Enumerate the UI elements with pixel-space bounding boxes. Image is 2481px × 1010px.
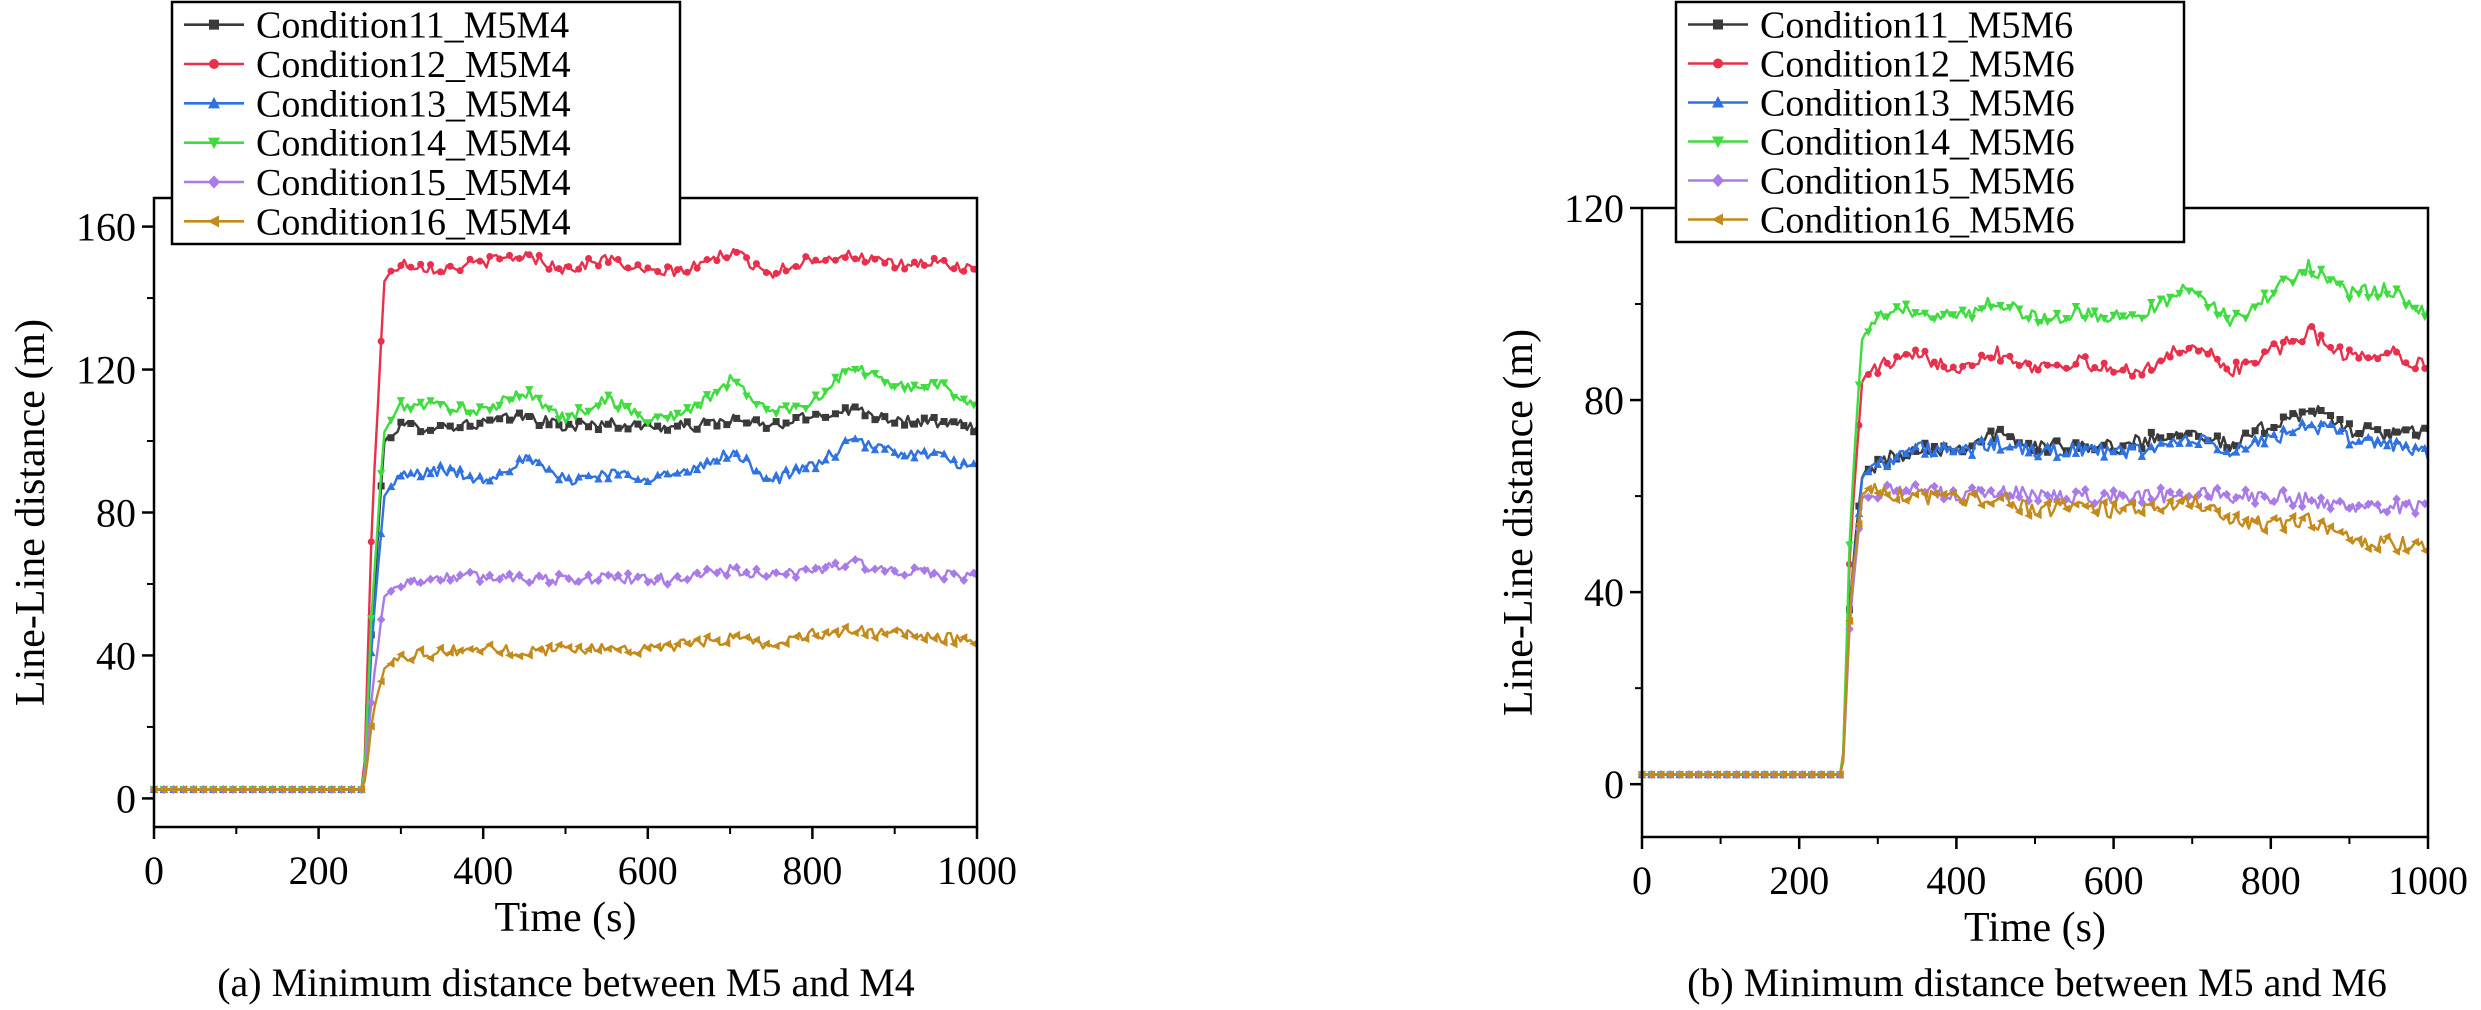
series-markers xyxy=(150,249,978,793)
legend-marker xyxy=(209,19,219,30)
chart-panel-b: 0 200 400 600 800 1000 0 40 80 120 Time (s) Line-Li… xyxy=(1496,0,2468,1005)
series-Condition11_M5M6 xyxy=(1638,405,2429,779)
panel-caption: (a) Minimum distance between M5 and M4 xyxy=(217,960,915,1005)
x-tick-label: 200 xyxy=(289,848,349,893)
x-tick-label: 1000 xyxy=(937,848,1017,893)
legend-marker xyxy=(1711,96,1725,108)
series-Condition13_M5M4 xyxy=(149,434,978,793)
legend-marker xyxy=(207,96,221,109)
legend-item: Condition14_M5M6 xyxy=(1688,122,2075,164)
legend-item: Condition11_M5M4 xyxy=(184,5,569,47)
legend-marker xyxy=(1712,58,1724,69)
legend-marker xyxy=(207,215,219,228)
legend-label: Condition11_M5M6 xyxy=(1760,5,2073,47)
series-markers xyxy=(149,555,978,795)
legend-marker xyxy=(208,59,220,69)
legend-label: Condition15_M5M4 xyxy=(256,162,571,204)
legend-marker xyxy=(207,137,221,150)
legend-item: Condition14_M5M4 xyxy=(184,123,571,165)
legend-item: Condition12_M5M4 xyxy=(184,44,571,86)
y-axis-title: Line-Line distance (m) xyxy=(8,319,54,706)
legend-label: Condition16_M5M6 xyxy=(1760,200,2075,242)
series-Condition16_M5M4 xyxy=(149,622,978,794)
series-markers xyxy=(1638,323,2429,778)
series-markers xyxy=(1638,407,2429,779)
series-markers xyxy=(1637,417,2430,779)
x-tick-label: 400 xyxy=(1926,858,1986,903)
y-tick-label: 120 xyxy=(1564,186,1624,231)
series-markers xyxy=(150,403,978,793)
series-line xyxy=(154,405,978,791)
y-tick-label: 160 xyxy=(76,205,136,250)
legend-item: Condition15_M5M4 xyxy=(184,162,571,204)
series-markers xyxy=(149,622,978,794)
series-line xyxy=(154,558,978,791)
legend-marker xyxy=(207,175,221,189)
plot-frame xyxy=(152,196,979,829)
legend-label: Condition15_M5M6 xyxy=(1760,161,2075,203)
y-tick-label: 0 xyxy=(116,776,136,821)
series-Condition13_M5M6 xyxy=(1637,417,2430,779)
y-tick-label: 80 xyxy=(96,491,136,536)
legend-marker xyxy=(1711,213,1723,226)
x-tick-label: 0 xyxy=(144,848,164,893)
series-Condition11_M5M4 xyxy=(150,403,978,793)
series-line xyxy=(154,437,978,791)
legend-label: Condition12_M5M4 xyxy=(256,44,571,86)
legend-label: Condition11_M5M4 xyxy=(256,5,569,47)
legend: Condition11_M5M4Condition12_M5M4Conditio… xyxy=(170,0,682,246)
legend-label: Condition13_M5M4 xyxy=(256,83,571,125)
y-tick-label: 40 xyxy=(1584,570,1624,615)
legend: Condition11_M5M6Condition12_M5M6Conditio… xyxy=(1674,0,2186,244)
x-tick-label: 800 xyxy=(2241,858,2301,903)
y-tick-label: 0 xyxy=(1604,762,1624,807)
legend-label: Condition14_M5M4 xyxy=(256,123,571,165)
x-tick-label: 1000 xyxy=(2388,858,2468,903)
legend-label: Condition14_M5M6 xyxy=(1760,122,2075,164)
legend-label: Condition12_M5M6 xyxy=(1760,44,2075,86)
series-Condition15_M5M4 xyxy=(149,555,978,795)
series-Condition16_M5M6 xyxy=(1637,482,2429,779)
series-line xyxy=(1642,405,2429,776)
legend-item: Condition13_M5M4 xyxy=(184,83,571,125)
legend-box xyxy=(1674,0,2186,244)
series-Condition12_M5M4 xyxy=(150,247,978,793)
legend-label: Condition13_M5M6 xyxy=(1760,83,2075,125)
legend-box xyxy=(170,0,682,246)
legend-item: Condition16_M5M6 xyxy=(1688,200,2075,242)
series-line xyxy=(1642,325,2429,776)
series-markers xyxy=(149,434,978,793)
chart-panel-a: 0 200 400 600 800 1000 0 40 80 120 160 Time (s) Line… xyxy=(8,0,1017,1005)
series-line xyxy=(1642,421,2430,776)
legend-marker xyxy=(1711,136,1725,148)
y-tick-label: 80 xyxy=(1584,378,1624,423)
legend-item: Condition15_M5M6 xyxy=(1688,161,2075,203)
legend-marker xyxy=(1711,173,1725,188)
x-axis-title: Time (s) xyxy=(1964,905,2106,951)
series-markers xyxy=(1637,484,2429,779)
legend-item: Condition12_M5M6 xyxy=(1688,44,2075,86)
x-tick-label: 0 xyxy=(1632,858,1652,903)
x-tick-label: 600 xyxy=(2084,858,2144,903)
series-line xyxy=(154,247,978,791)
series-Condition12_M5M6 xyxy=(1638,323,2429,778)
y-axis-title: Line-Line distance (m) xyxy=(1496,329,1542,716)
legend-label: Condition16_M5M4 xyxy=(256,201,571,243)
y-tick-label: 120 xyxy=(76,348,136,393)
series-line xyxy=(154,624,978,791)
x-tick-label: 800 xyxy=(782,848,842,893)
x-tick-label: 400 xyxy=(453,848,513,893)
legend-marker xyxy=(1713,19,1723,30)
x-tick-label: 200 xyxy=(1769,858,1829,903)
legend-item: Condition11_M5M6 xyxy=(1688,5,2073,47)
legend-item: Condition16_M5M4 xyxy=(184,201,571,243)
legend-item: Condition13_M5M6 xyxy=(1688,83,2075,125)
panel-caption: (b) Minimum distance between M5 and M6 xyxy=(1687,960,2387,1005)
y-tick-label: 40 xyxy=(96,633,136,678)
x-tick-label: 600 xyxy=(618,848,678,893)
x-axis-title: Time (s) xyxy=(495,895,637,941)
